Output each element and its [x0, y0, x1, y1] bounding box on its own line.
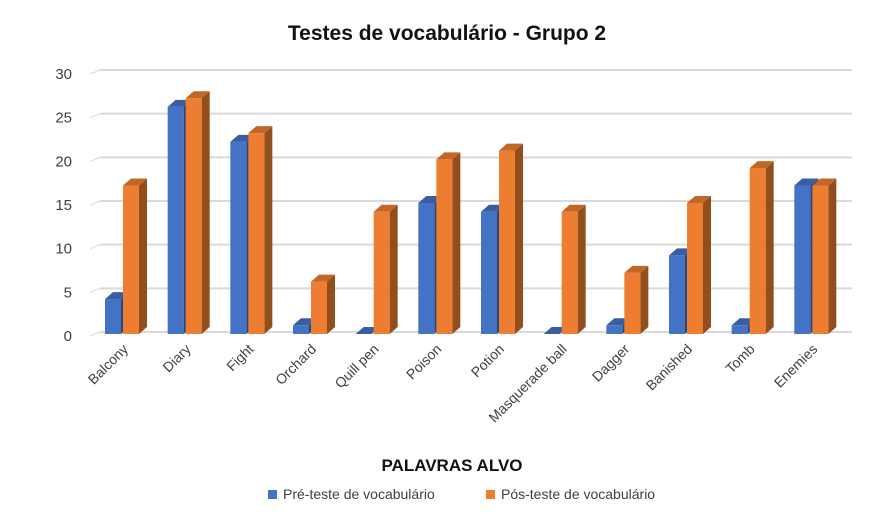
legend-item: Pré-teste de vocabulário [268, 486, 435, 502]
bar-side [327, 274, 335, 334]
bar-top [373, 204, 398, 212]
bar-front [248, 133, 265, 334]
bar-top [561, 204, 586, 212]
gridline-diag [89, 244, 101, 250]
x-axis-ticks: Balcony Diary Fight Orchard Quill pen Poison P… [85, 341, 821, 426]
gridline-diag [89, 200, 101, 206]
bar-top [687, 196, 711, 203]
chart-title: Testes de vocabulário - Grupo 2 [288, 22, 606, 45]
legend-label: Pós-teste de vocabulário [501, 486, 655, 502]
bar-pos-dagger [624, 265, 649, 334]
bar-front [561, 211, 578, 334]
x-tick-label: Potion [468, 341, 507, 380]
y-tick-label: 25 [55, 110, 72, 127]
bar-top [812, 178, 837, 186]
bar-pos-tomb [749, 161, 774, 334]
y-tick-label: 20 [55, 153, 72, 170]
bar-side [201, 91, 210, 334]
y-axis-ticks: 0 5 10 15 20 25 30 [55, 66, 72, 345]
gridline-diag [89, 69, 101, 75]
bar-pos-orchard [311, 274, 335, 334]
legend-label: Pré-teste de vocabulário [283, 486, 435, 502]
bar-side [765, 161, 774, 334]
bar-front [499, 150, 515, 334]
bar-pos-banished [687, 196, 711, 334]
bar-pos-fight [248, 126, 273, 334]
gridline-diag [89, 287, 101, 293]
legend-swatch [268, 490, 277, 499]
x-axis-label: PALAVRAS ALVO [381, 456, 522, 475]
bar-top [248, 126, 273, 134]
y-tick-label: 5 [64, 284, 72, 301]
bar-front [123, 185, 139, 334]
bar-front [311, 281, 327, 334]
x-tick-label: Fight [223, 341, 256, 374]
bar-top [123, 178, 147, 186]
bar-top [794, 178, 819, 186]
bar-pos-potion [499, 143, 523, 334]
bar-front [606, 325, 623, 334]
bar-side [828, 178, 837, 334]
bar-pos-enemies [812, 178, 837, 334]
bar-front [669, 255, 685, 334]
bars [105, 91, 837, 334]
bar-front [624, 272, 641, 334]
bar-front [167, 106, 184, 334]
bar-top [749, 161, 774, 169]
gridline-diag [89, 156, 101, 162]
bar-front [687, 203, 703, 334]
bar-front [373, 211, 390, 334]
x-tick-label: Orchard [272, 341, 319, 388]
bar-top [624, 265, 649, 273]
bar-top [499, 143, 523, 151]
gridline-diag [89, 331, 101, 337]
y-tick-label: 15 [55, 197, 72, 214]
bar-side [515, 143, 523, 334]
bar-front [749, 168, 766, 334]
legend: Pré-teste de vocabulário Pós-teste de voc… [268, 486, 655, 502]
bar-side [640, 265, 649, 334]
legend-swatch [486, 490, 495, 499]
bar-front [418, 203, 435, 334]
y-tick-label: 0 [64, 328, 72, 345]
bar-side [264, 126, 273, 334]
bar-front [293, 325, 309, 334]
gridlines [89, 69, 852, 337]
bar-front [105, 299, 121, 334]
bar-side [452, 152, 461, 334]
bar-front [436, 159, 453, 334]
x-tick-label: Quill pen [331, 341, 381, 391]
x-tick-label: Tomb [722, 341, 758, 377]
bar-side [577, 204, 586, 334]
bar-pos-poison [436, 152, 461, 334]
gridline-diag [89, 113, 101, 119]
x-tick-label: Dagger [589, 341, 633, 385]
bar-side [389, 204, 398, 334]
bar-pos-masquerade-ball [561, 204, 586, 334]
bar-side [703, 196, 711, 334]
bar-front [230, 141, 247, 334]
legend-item: Pós-teste de vocabulário [486, 486, 655, 502]
bar-top [436, 152, 461, 160]
x-tick-label: Balcony [85, 341, 132, 388]
bar-front [185, 98, 202, 334]
bar-front [481, 211, 497, 334]
x-tick-label: Enemies [771, 341, 821, 391]
bar-pos-balcony [123, 178, 147, 334]
bar-side [139, 178, 147, 334]
x-tick-label: Banished [643, 341, 696, 394]
bar-top [185, 91, 210, 99]
x-tick-label: Poison [403, 341, 445, 383]
x-tick-label: Diary [159, 341, 193, 375]
y-tick-label: 30 [55, 66, 72, 83]
bar-pos-diary [185, 91, 210, 334]
bar-top [311, 274, 335, 282]
bar-front [731, 325, 748, 334]
bar-front [794, 185, 811, 334]
bar-front [812, 185, 829, 334]
bar-pos-quill-pen [373, 204, 398, 334]
y-tick-label: 10 [55, 241, 72, 258]
